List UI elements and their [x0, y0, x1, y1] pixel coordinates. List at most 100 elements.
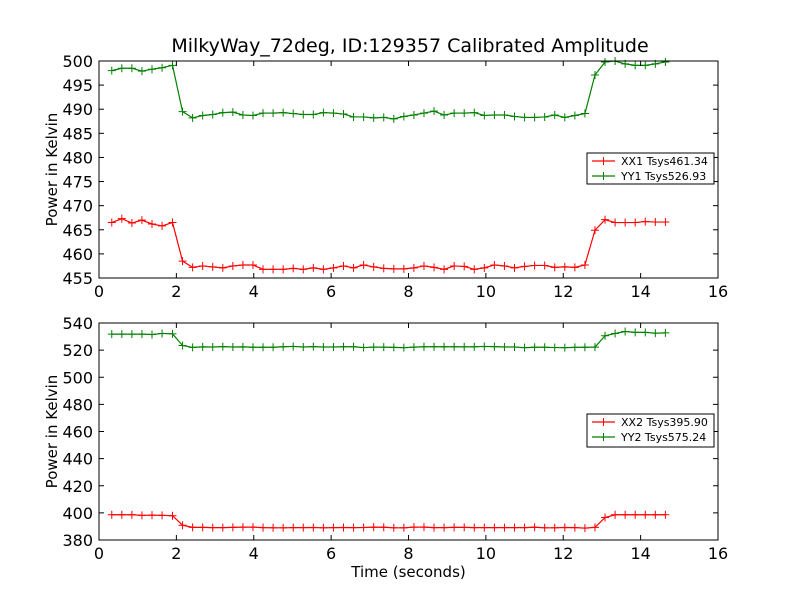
data-point-0-1-25	[359, 112, 368, 121]
data-point-1-0-54	[651, 510, 660, 519]
data-point-1-1-5	[158, 329, 167, 338]
legend-marker-0-1	[599, 172, 608, 180]
y-tick-label-0-5: 480	[62, 148, 93, 167]
data-point-0-0-50	[611, 218, 620, 227]
legend-marker-0-0	[599, 157, 608, 165]
data-point-0-0-18	[289, 264, 298, 273]
data-point-0-0-22	[329, 263, 338, 272]
data-point-1-1-55	[661, 328, 670, 337]
data-point-1-1-20	[309, 342, 318, 351]
data-point-1-1-31	[419, 342, 428, 351]
data-point-1-1-43	[540, 343, 549, 352]
data-point-0-0-6	[168, 218, 177, 227]
data-point-0-1-10	[208, 110, 217, 119]
data-point-0-1-6	[168, 61, 177, 70]
data-point-0-1-1	[117, 64, 126, 73]
data-point-1-1-10	[208, 343, 217, 352]
data-point-1-1-0	[107, 330, 116, 339]
x-tick-label-0-7: 14	[630, 282, 650, 301]
data-point-0-1-48	[590, 70, 599, 79]
data-point-0-0-39	[500, 261, 509, 270]
data-point-0-0-20	[309, 263, 318, 272]
data-point-1-0-27	[379, 523, 388, 532]
data-point-1-1-28	[389, 343, 398, 352]
data-point-0-1-13	[238, 111, 247, 120]
data-point-1-1-8	[188, 343, 197, 352]
data-point-0-1-23	[339, 110, 348, 119]
data-point-1-0-32	[430, 523, 439, 532]
data-point-0-0-21	[319, 265, 328, 274]
data-point-1-0-31	[419, 523, 428, 532]
x-tick-label-1-5: 10	[476, 544, 496, 563]
data-point-1-0-9	[198, 523, 207, 532]
data-point-1-0-12	[228, 523, 237, 532]
y-tick-label-0-9: 500	[62, 52, 93, 71]
x-tick-label-1-0: 0	[94, 544, 104, 563]
data-point-0-0-49	[601, 215, 610, 224]
data-point-0-1-11	[218, 108, 227, 117]
data-point-0-0-11	[218, 263, 227, 272]
data-point-0-0-41	[520, 262, 529, 271]
data-point-1-0-49	[601, 513, 610, 522]
data-point-0-0-9	[198, 261, 207, 270]
data-point-0-0-44	[550, 263, 559, 272]
data-point-0-1-27	[379, 113, 388, 122]
data-point-1-1-9	[198, 342, 207, 351]
data-point-1-0-38	[490, 523, 499, 532]
data-point-1-1-22	[329, 343, 338, 352]
legend-label-0-1: YY1 Tsys526.93	[620, 170, 706, 183]
data-point-0-1-15	[259, 109, 268, 118]
data-point-1-1-46	[570, 343, 579, 352]
data-point-0-0-26	[369, 262, 378, 271]
data-point-1-0-16	[269, 523, 278, 532]
x-axis-label-1: Time (seconds)	[350, 563, 466, 581]
data-point-1-1-39	[500, 343, 509, 352]
data-point-0-0-13	[238, 260, 247, 269]
data-point-0-0-43	[540, 261, 549, 270]
data-point-1-1-51	[621, 327, 630, 336]
data-point-1-1-18	[289, 342, 298, 351]
data-point-0-1-47	[580, 109, 589, 118]
legend-box-1	[586, 413, 715, 448]
data-point-0-1-31	[419, 109, 428, 118]
data-point-0-1-26	[369, 113, 378, 122]
data-point-0-0-38	[490, 260, 499, 269]
legend-box-0	[586, 152, 715, 185]
data-point-0-0-0	[107, 218, 116, 227]
data-point-0-1-8	[188, 113, 197, 122]
data-point-0-0-15	[259, 265, 268, 274]
data-point-1-0-3	[137, 511, 146, 520]
data-point-0-0-16	[269, 265, 278, 274]
data-point-1-1-16	[269, 343, 278, 352]
data-point-1-1-3	[137, 330, 146, 339]
data-point-0-0-2	[127, 219, 136, 228]
data-point-0-0-10	[208, 262, 217, 271]
data-point-0-0-4	[148, 219, 157, 228]
data-point-1-0-46	[570, 523, 579, 532]
data-point-1-1-23	[339, 342, 348, 351]
data-point-0-0-19	[299, 265, 308, 274]
data-point-1-0-41	[520, 523, 529, 532]
y-tick-label-1-6: 500	[62, 368, 93, 387]
data-point-0-1-41	[520, 113, 529, 122]
data-point-0-1-24	[349, 112, 358, 121]
data-point-0-0-27	[379, 264, 388, 273]
y-tick-label-0-4: 475	[62, 173, 93, 192]
data-point-1-1-17	[279, 342, 288, 351]
data-point-0-0-17	[279, 265, 288, 274]
data-point-1-1-36	[470, 342, 479, 351]
data-point-0-1-43	[540, 112, 549, 121]
data-point-1-1-4	[148, 330, 157, 339]
data-point-1-1-21	[319, 343, 328, 352]
data-point-1-1-7	[178, 341, 187, 350]
data-point-1-0-34	[450, 523, 459, 532]
data-point-1-1-35	[460, 342, 469, 351]
data-point-0-0-5	[158, 221, 167, 230]
data-point-0-1-38	[490, 111, 499, 120]
y-tick-label-1-1: 400	[62, 504, 93, 523]
y-tick-label-0-3: 470	[62, 197, 93, 216]
data-point-1-1-30	[409, 343, 418, 352]
data-point-0-1-22	[329, 109, 338, 118]
data-point-1-0-23	[339, 523, 348, 532]
